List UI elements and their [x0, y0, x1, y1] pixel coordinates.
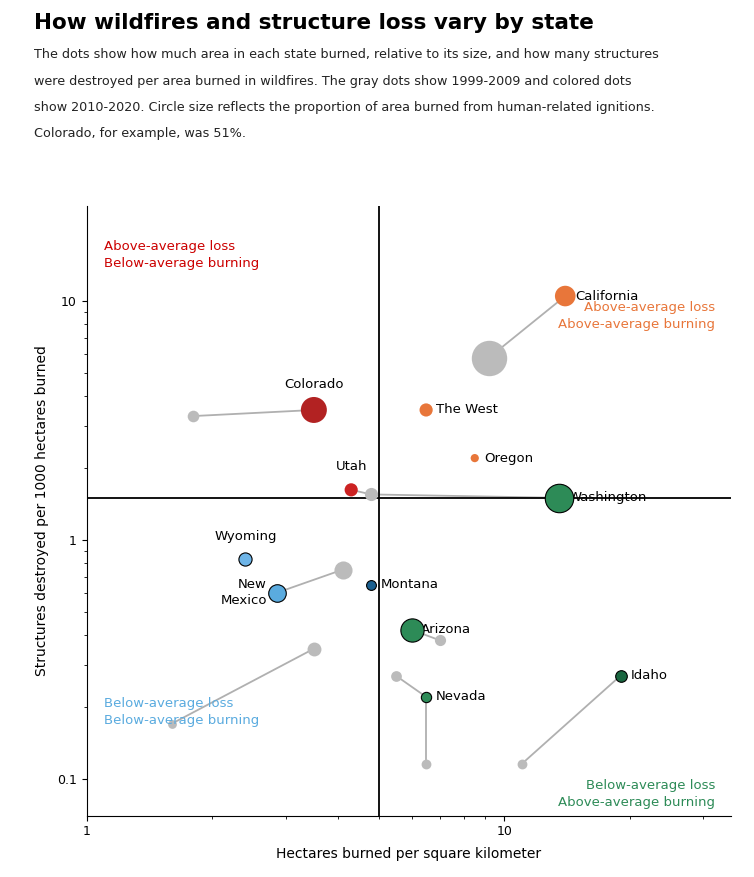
Text: Arizona: Arizona	[421, 624, 471, 637]
Text: Wyoming: Wyoming	[214, 530, 277, 543]
Text: The West: The West	[436, 403, 498, 417]
Point	[469, 451, 481, 465]
Text: Above-average loss
Below-average burning: Above-average loss Below-average burning	[104, 240, 259, 270]
Point	[553, 491, 565, 505]
Point	[390, 668, 402, 682]
Text: The dots show how much area in each state burned, relative to its size, and how : The dots show how much area in each stat…	[34, 48, 659, 61]
Text: Montana: Montana	[381, 578, 439, 591]
Point	[345, 483, 357, 497]
Text: Nevada: Nevada	[436, 690, 486, 703]
Text: New
Mexico: New Mexico	[220, 578, 267, 608]
Point	[420, 757, 432, 771]
Text: Below-average loss
Above-average burning: Below-average loss Above-average burning	[558, 779, 715, 809]
Point	[434, 633, 446, 647]
Point	[365, 488, 377, 502]
Point	[406, 623, 418, 637]
Text: California: California	[575, 289, 639, 303]
Point	[308, 642, 320, 656]
Point	[166, 717, 178, 731]
Point	[336, 563, 348, 577]
X-axis label: Hectares burned per square kilometer: Hectares burned per square kilometer	[277, 846, 541, 860]
Point	[240, 553, 252, 567]
Text: Colorado, for example, was 51%.: Colorado, for example, was 51%.	[34, 127, 246, 140]
Point	[365, 578, 377, 592]
Point	[187, 409, 199, 423]
Text: Oregon: Oregon	[485, 452, 534, 465]
Text: How wildfires and structure loss vary by state: How wildfires and structure loss vary by…	[34, 13, 594, 33]
Point	[559, 289, 572, 303]
Text: were destroyed per area burned in wildfires. The gray dots show 1999-2009 and co: were destroyed per area burned in wildfi…	[34, 75, 632, 88]
Text: Utah: Utah	[336, 460, 367, 474]
Point	[615, 668, 627, 682]
Y-axis label: Structures destroyed per 1000 hectares burned: Structures destroyed per 1000 hectares b…	[35, 346, 49, 676]
Text: Colorado: Colorado	[284, 377, 344, 390]
Point	[483, 351, 495, 365]
Point	[516, 757, 528, 771]
Text: Washington: Washington	[569, 491, 647, 504]
Point	[420, 690, 432, 704]
Text: show 2010-2020. Circle size reflects the proportion of area burned from human-re: show 2010-2020. Circle size reflects the…	[34, 101, 654, 114]
Text: Above-average loss
Above-average burning: Above-average loss Above-average burning	[558, 301, 715, 332]
Point	[308, 403, 320, 417]
Point	[271, 586, 283, 600]
Point	[420, 403, 432, 417]
Text: Below-average loss
Below-average burning: Below-average loss Below-average burning	[104, 697, 259, 727]
Text: Idaho: Idaho	[630, 669, 667, 682]
